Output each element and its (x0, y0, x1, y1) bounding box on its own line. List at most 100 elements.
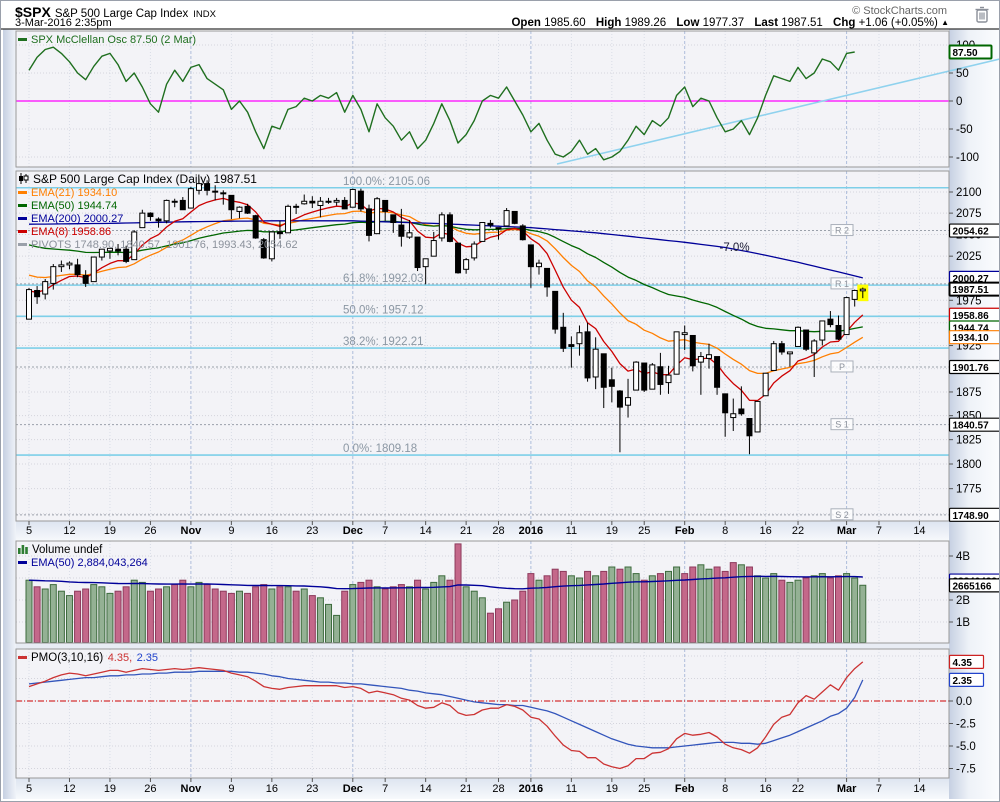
svg-text:14: 14 (913, 783, 925, 795)
exchange: INDX (193, 9, 216, 20)
svg-text:1800: 1800 (956, 459, 982, 471)
svg-text:2016: 2016 (519, 525, 543, 537)
svg-text:S 2: S 2 (835, 510, 849, 520)
svg-text:14: 14 (913, 525, 925, 537)
svg-text:-2.5: -2.5 (956, 719, 976, 731)
x-axis: 5 12 19 26 Nov 9 16 23 Dec 7 14 21 28 2016 11 19 25 Feb 8 1… (26, 521, 926, 537)
svg-text:R 2: R 2 (835, 226, 849, 236)
volume-legend: Volume undef EMA(50) 2,884,043,264 (18, 540, 148, 569)
svg-text:0.0%: 1809.18: 0.0%: 1809.18 (343, 443, 417, 455)
pmo-panel: 0.0 -2.5 -5.0 -7.5 4.35 2.35 (15, 648, 985, 779)
svg-text:19: 19 (606, 783, 618, 795)
svg-text:Nov: Nov (181, 525, 203, 537)
svg-text:4.35: 4.35 (953, 658, 973, 669)
ema8-swatch (18, 230, 27, 233)
ema200-swatch (18, 217, 27, 220)
low-label: Low (676, 17, 700, 29)
svg-text:19: 19 (104, 525, 116, 537)
volume-ema-label: EMA(50) 2,884,043,264 (31, 557, 148, 569)
svg-text:16: 16 (760, 525, 772, 537)
svg-text:26: 26 (144, 783, 156, 795)
up-triangle-icon: ▲ (941, 18, 949, 27)
svg-text:25: 25 (638, 783, 650, 795)
svg-text:7: 7 (382, 525, 388, 537)
ema200-label: EMA(200) 2000.27 (31, 213, 124, 225)
svg-text:-100: -100 (956, 152, 979, 164)
volume-ema-swatch (18, 561, 27, 564)
svg-text:4B: 4B (956, 551, 970, 563)
svg-text:100.0%: 2105.06: 100.0%: 2105.06 (343, 176, 430, 188)
svg-text:12: 12 (63, 783, 75, 795)
svg-text:8: 8 (722, 525, 728, 537)
svg-text:R 1: R 1 (835, 279, 849, 289)
svg-text:1875: 1875 (956, 387, 982, 399)
candlestick-series (26, 178, 866, 455)
svg-text:P: P (839, 362, 845, 372)
ema21-label: EMA(21) 1934.10 (31, 187, 118, 199)
trash-icon[interactable] (973, 5, 991, 24)
svg-text:2100: 2100 (956, 187, 982, 199)
svg-text:16: 16 (760, 783, 772, 795)
svg-text:14: 14 (420, 525, 432, 537)
open-label: Open (511, 17, 541, 29)
svg-text:1987.51: 1987.51 (953, 285, 990, 296)
svg-text:S 1: S 1 (835, 420, 849, 430)
svg-text:2B: 2B (956, 595, 970, 607)
svg-text:11: 11 (566, 783, 577, 795)
svg-text:2025: 2025 (956, 251, 982, 263)
svg-text:1901.76: 1901.76 (953, 363, 990, 374)
svg-text:1825: 1825 (956, 435, 982, 447)
svg-text:Dec: Dec (343, 525, 363, 537)
symbol: $SPX (15, 4, 51, 20)
svg-text:2665166: 2665166 (953, 581, 992, 592)
svg-text:Mar: Mar (837, 525, 857, 537)
svg-text:12: 12 (63, 525, 75, 537)
pmo-value: 4.35, (107, 652, 133, 664)
price-panel: 100.0%: 2105.06 61.8%: 1992.03 50.0%: 1957… (15, 170, 999, 522)
svg-text:28: 28 (492, 525, 504, 537)
svg-text:-7.5: -7.5 (956, 764, 976, 776)
high-value: 1989.26 (624, 17, 667, 29)
svg-text:19: 19 (606, 525, 618, 537)
svg-text:1944.74: 1944.74 (953, 324, 990, 335)
svg-text:-50: -50 (956, 124, 973, 136)
mcclellan-swatch (18, 38, 27, 41)
pmo-swatch (18, 656, 27, 659)
svg-text:38.2%: 1922.21: 38.2%: 1922.21 (343, 336, 424, 348)
svg-text:9: 9 (228, 525, 234, 537)
mcclellan-legend-label: SPX McClellan Osc 87.50 (2 Mar) (31, 34, 197, 46)
svg-text:21: 21 (460, 525, 472, 537)
svg-text:1840.57: 1840.57 (953, 421, 990, 432)
svg-text:87.50: 87.50 (953, 48, 978, 59)
high-label: High (595, 17, 622, 29)
price-legend: S&P 500 Large Cap Index (Daily) 1987.51 … (18, 172, 298, 251)
svg-text:19: 19 (104, 783, 116, 795)
svg-text:1748.90: 1748.90 (953, 511, 990, 522)
svg-text:2.35: 2.35 (953, 676, 973, 687)
symbol-name: S&P 500 Large Cap Index (54, 8, 189, 20)
quote-row: Open 1985.60 High 1989.26 Low 1977.37 La… (504, 17, 949, 29)
svg-text:5: 5 (26, 525, 32, 537)
svg-text:2075: 2075 (956, 208, 982, 220)
svg-text:7: 7 (382, 783, 388, 795)
svg-text:0.0: 0.0 (956, 696, 972, 708)
last-value: 1987.51 (781, 17, 823, 29)
low-value: 1977.37 (702, 17, 745, 29)
ema50-label: EMA(50) 1944.74 (31, 200, 118, 212)
copyright: © StockCharts.com (852, 5, 947, 17)
svg-text:Nov: Nov (181, 783, 203, 795)
svg-text:5: 5 (26, 783, 32, 795)
ema8-label: EMA(8) 1958.86 (31, 226, 112, 238)
volume-bars-icon (18, 540, 28, 557)
svg-text:0: 0 (956, 96, 962, 108)
svg-text:22: 22 (792, 525, 804, 537)
fibonacci-lines: 100.0%: 2105.06 61.8%: 1992.03 50.0%: 1957… (16, 176, 949, 456)
pmo-legend: PMO(3,10,16) 4.35, 2.35 (18, 650, 158, 665)
svg-text:2054.62: 2054.62 (953, 227, 990, 238)
svg-text:-7.0%: -7.0% (720, 242, 750, 254)
svg-text:14: 14 (420, 783, 432, 795)
chg-label: Chg (833, 17, 856, 29)
